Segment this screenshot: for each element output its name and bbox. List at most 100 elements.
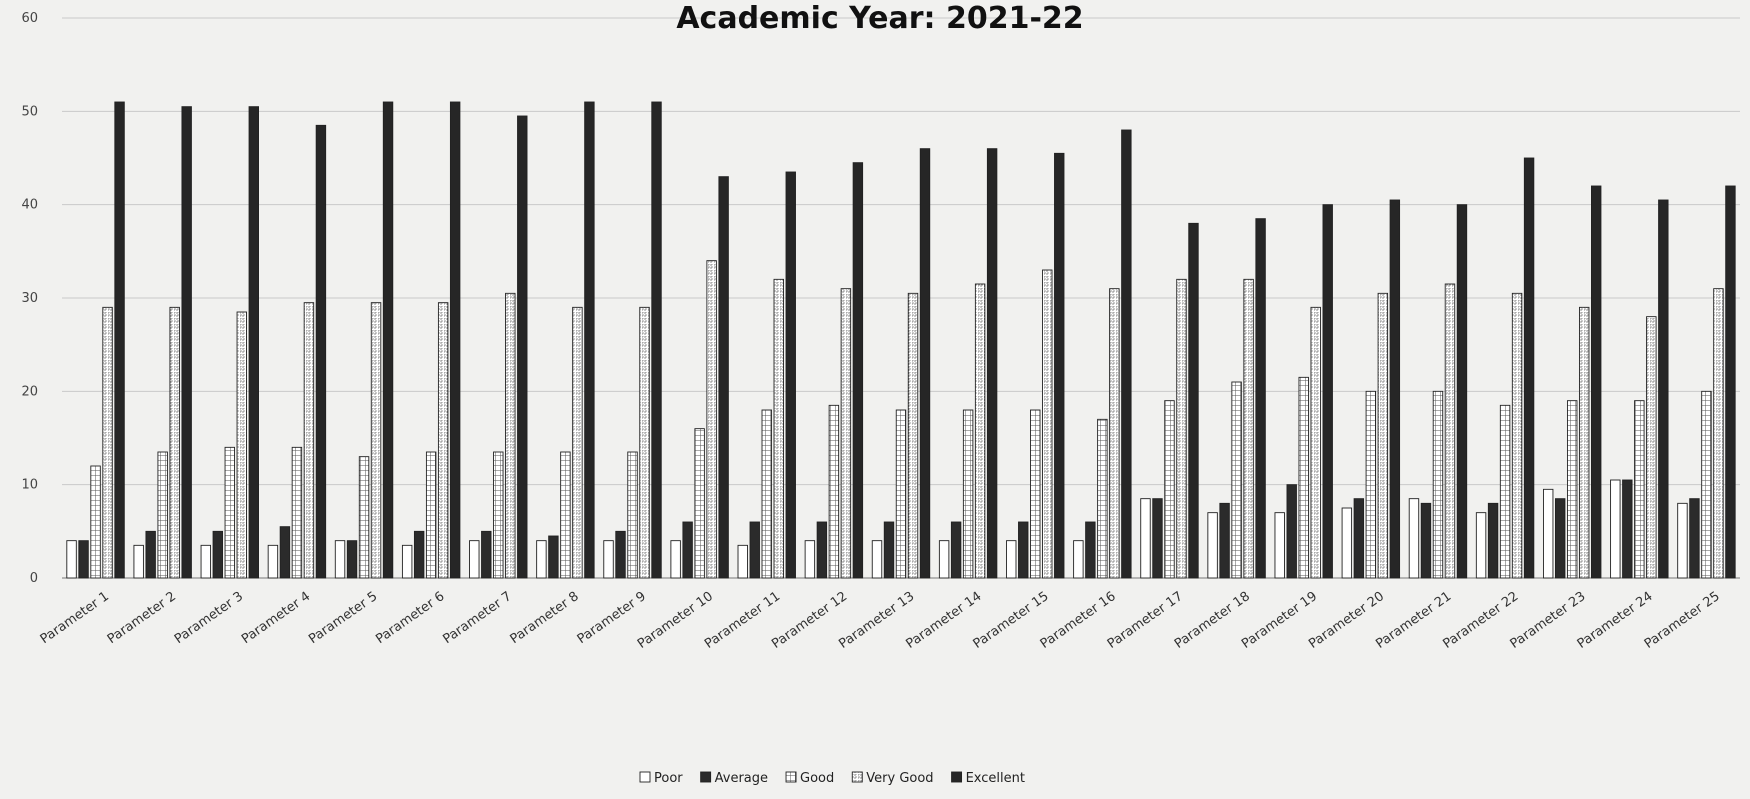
bar-good	[425, 451, 437, 579]
bar-excellent	[449, 101, 461, 579]
bar-average	[1554, 498, 1566, 579]
x-tick-label: Parameter 6	[373, 589, 447, 647]
bar-poor	[1140, 498, 1151, 579]
bar-very-good	[1243, 278, 1254, 579]
bar-good	[1164, 400, 1175, 579]
chart-title: Academic Year: 2021-22	[676, 1, 1083, 36]
bar-good	[1365, 390, 1377, 579]
bar-poor	[1408, 498, 1420, 579]
bar-very-good	[1176, 278, 1187, 579]
bar-poor	[401, 544, 413, 579]
bar-good	[962, 409, 974, 579]
y-tick-label: 60	[21, 11, 38, 26]
bar-very-good	[505, 292, 516, 579]
bar-excellent	[1389, 199, 1401, 579]
y-tick-label: 10	[21, 478, 38, 493]
x-tick-label: Parameter 25	[1642, 589, 1723, 652]
bar-good	[224, 446, 236, 579]
legend-label: Average	[715, 771, 768, 786]
bar-poor	[1207, 512, 1218, 579]
bar-very-good	[974, 283, 986, 579]
bar-average	[1689, 498, 1700, 579]
bar-average	[212, 530, 224, 579]
bar-good	[1231, 381, 1242, 579]
bar-poor	[1542, 488, 1554, 579]
bar-poor	[603, 540, 614, 579]
bar-excellent	[1054, 152, 1065, 579]
bar-poor	[1677, 502, 1688, 579]
y-tick-label: 40	[21, 198, 38, 213]
bar-good	[694, 428, 705, 579]
x-tick-label: Parameter 5	[306, 589, 380, 647]
bar-good	[493, 451, 504, 579]
bars	[66, 101, 1736, 579]
bar-excellent	[248, 106, 260, 579]
bar-good	[1499, 404, 1511, 579]
legend-swatch	[700, 771, 712, 783]
bar-good	[828, 404, 840, 579]
bar-very-good	[639, 306, 650, 579]
bar-poor	[737, 544, 748, 579]
bar-excellent	[919, 148, 931, 579]
bar-average	[1622, 479, 1633, 579]
bar-average	[481, 530, 492, 579]
bar-very-good	[840, 288, 852, 579]
bar-good	[1432, 390, 1444, 579]
bar-very-good	[1310, 306, 1321, 579]
bar-excellent	[181, 106, 192, 579]
y-axis: 0 10 20 30 40 50 60	[21, 11, 38, 586]
bar-average	[749, 521, 760, 579]
bar-very-good	[1444, 283, 1456, 579]
bar-average	[682, 521, 693, 579]
y-tick-label: 50	[21, 104, 38, 119]
legend-label: Poor	[654, 771, 683, 786]
bar-poor	[267, 544, 279, 579]
bar-average	[1152, 498, 1163, 579]
bar-excellent	[584, 101, 595, 579]
bar-excellent	[517, 115, 528, 579]
bar-excellent	[1523, 157, 1535, 579]
bar-very-good	[1713, 288, 1724, 579]
bar-very-good	[1646, 316, 1657, 579]
bar-good	[627, 451, 638, 579]
legend-swatch	[951, 771, 963, 783]
bar-poor	[334, 540, 346, 579]
gridlines	[62, 17, 1740, 579]
x-tick-label: Parameter 3	[172, 589, 246, 647]
bar-good	[157, 451, 168, 579]
bar-average	[816, 521, 828, 579]
y-tick-label: 30	[21, 291, 38, 306]
bar-poor	[469, 540, 480, 579]
y-tick-label: 0	[30, 571, 38, 586]
bar-good	[1097, 418, 1108, 579]
x-tick-label: Parameter 1	[38, 589, 112, 647]
bar-average	[346, 540, 358, 579]
bar-average	[1219, 502, 1230, 579]
bar-excellent	[1188, 222, 1199, 579]
bar-poor	[536, 540, 547, 579]
bar-very-good	[907, 292, 919, 579]
legend-swatch	[639, 771, 651, 783]
bar-very-good	[706, 260, 717, 579]
bar-excellent	[1658, 199, 1669, 579]
bar-excellent	[1121, 129, 1132, 579]
bar-very-good	[236, 311, 248, 579]
bar-very-good	[169, 306, 180, 579]
bar-poor	[1073, 540, 1084, 579]
bar-average	[1353, 498, 1365, 579]
bar-average	[1286, 484, 1297, 579]
bar-average	[548, 535, 559, 579]
bar-poor	[1006, 540, 1017, 579]
bar-average	[279, 526, 291, 579]
bar-poor	[1341, 507, 1353, 579]
bar-average	[883, 521, 895, 579]
bar-very-good	[1578, 306, 1590, 579]
bar-average	[615, 530, 626, 579]
bar-very-good	[437, 302, 449, 579]
bar-poor	[133, 544, 144, 579]
bar-good	[1030, 409, 1041, 579]
bar-average	[1487, 502, 1499, 579]
